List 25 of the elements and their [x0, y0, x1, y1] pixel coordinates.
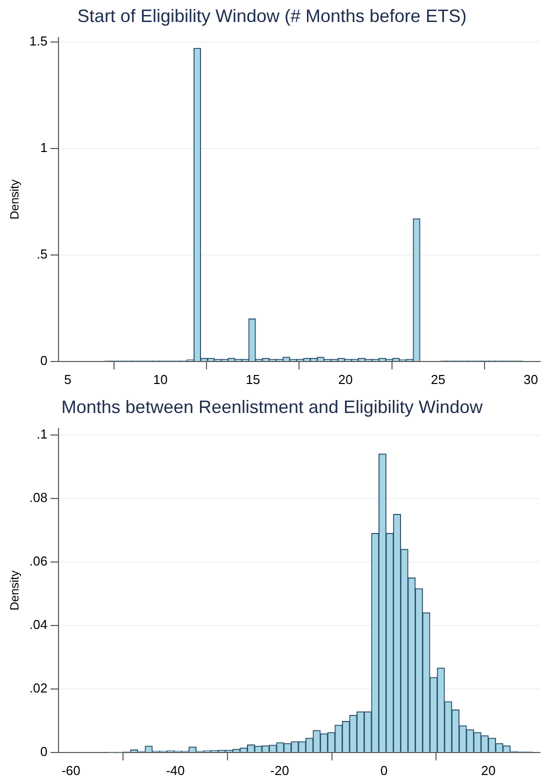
x-tick-label: -20 — [270, 762, 290, 778]
y-axis-title: Density — [8, 570, 22, 611]
y-tick-label: .02 — [29, 680, 48, 696]
y-tick-label: .04 — [29, 617, 48, 632]
chart-title: Start of Eligibility Window (# Months before ETS) — [77, 6, 467, 26]
y-tick-label: .1 — [36, 426, 48, 442]
y-tick-label: .06 — [29, 554, 48, 569]
y-tick-label: 1.5 — [29, 33, 48, 48]
x-tick-label: -60 — [62, 762, 80, 778]
x-tick-label: 0 — [380, 762, 388, 778]
x-tick-label: 5 — [64, 372, 72, 387]
x-tick-label: 25 — [430, 372, 446, 387]
x-tick-label: 10 — [153, 372, 168, 387]
x-tick-label: 20 — [481, 762, 496, 778]
y-tick-label: 0 — [40, 744, 48, 759]
y-axis-title: Density — [8, 179, 22, 220]
x-tick-label: 15 — [246, 372, 260, 387]
x-tick-label: -40 — [166, 762, 185, 778]
x-tick-label: 30 — [524, 372, 538, 387]
y-tick-label: .08 — [29, 490, 48, 506]
y-tick-label: 0 — [40, 352, 48, 368]
y-tick-label: .5 — [36, 246, 48, 262]
y-tick-label: 1 — [40, 140, 48, 155]
x-tick-label: 20 — [338, 372, 353, 387]
chart-title: Months between Reenlistment and Eligibility Window — [61, 396, 484, 417]
